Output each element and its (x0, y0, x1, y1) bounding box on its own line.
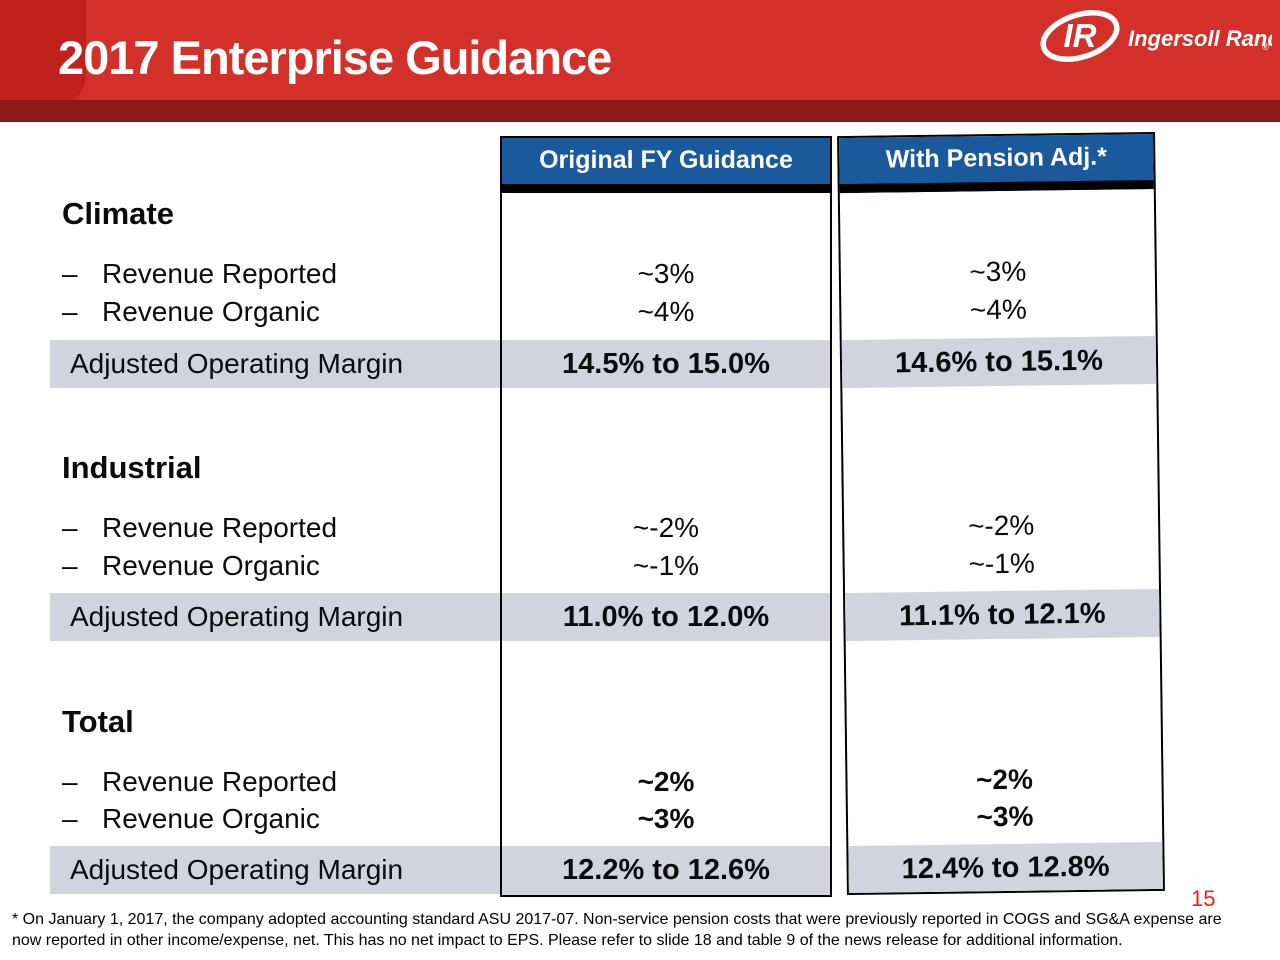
registered-mark: ® (1262, 42, 1269, 52)
value-industrial-margin-pension: 11.1% to 12.1% (898, 597, 1106, 633)
value-total-revenue-organic-pension: ~3% (976, 800, 1034, 833)
row-label-text: Revenue Reported (102, 512, 338, 543)
row-label-total-revenue-organic: – Revenue Organic (62, 801, 492, 837)
value-climate-revenue-organic-original: ~4% (637, 296, 695, 327)
row-label-industrial-revenue-organic: – Revenue Organic (62, 548, 492, 584)
column-header-pension: With Pension Adj.* (839, 133, 1154, 194)
bullet-dash: – (62, 512, 78, 543)
row-label-total-margin: Adjusted Operating Margin (50, 846, 502, 894)
value-total-revenue-reported-original: ~2% (637, 766, 695, 797)
value-industrial-margin-original: 11.0% to 12.0% (562, 601, 770, 633)
value-climate-revenue-organic-pension: ~4% (969, 293, 1027, 326)
header-bar: 2017 Enterprise Guidance IR Ingersoll Ra… (0, 0, 1280, 110)
value-industrial-revenue-organic-original: ~-1% (632, 550, 700, 581)
highlight-band (502, 340, 830, 388)
row-label-text: Revenue Reported (102, 766, 338, 797)
bullet-dash: – (62, 550, 78, 581)
ir-logo-icon: IR Ingersoll Rand ® (1040, 10, 1280, 62)
section-heading-climate: Climate (62, 196, 174, 231)
value-climate-revenue-reported-original: ~3% (637, 258, 695, 289)
section-heading-industrial: Industrial (62, 450, 202, 485)
column-with-pension-adj: With Pension Adj.* ~3% ~4% 14.6% to 15.1… (837, 131, 1165, 896)
row-label-text: Revenue Organic (102, 803, 320, 834)
accent-stripe (0, 100, 1280, 122)
row-label-text: Revenue Organic (102, 296, 320, 327)
row-label-industrial-margin: Adjusted Operating Margin (50, 593, 502, 641)
row-label-text: Revenue Reported (102, 258, 338, 289)
page-number: 15 (1191, 886, 1216, 911)
row-label-climate-revenue-reported: – Revenue Reported (62, 256, 492, 292)
section-heading-total: Total (62, 704, 134, 739)
bullet-dash: – (62, 766, 78, 797)
value-industrial-revenue-reported-pension: ~-2% (967, 509, 1035, 542)
row-label-text: Revenue Organic (102, 550, 320, 581)
value-total-margin-original: 12.2% to 12.6% (562, 854, 770, 886)
logo-wordmark: Ingersoll Rand (1128, 26, 1272, 51)
ir-emblem-text: IR (1064, 17, 1097, 54)
bullet-dash: – (62, 296, 78, 327)
footnote-line-2: now reported in other income/expense, ne… (12, 932, 1123, 949)
value-climate-margin-original: 14.5% to 15.0% (562, 348, 770, 380)
bullet-dash: – (62, 803, 78, 834)
value-industrial-revenue-reported-original: ~-2% (632, 512, 700, 543)
row-label-total-revenue-reported: – Revenue Reported (62, 764, 492, 800)
row-label-industrial-revenue-reported: – Revenue Reported (62, 510, 492, 546)
ingersoll-rand-logo: IR Ingersoll Rand ® (1032, 6, 1280, 70)
row-label-climate-margin: Adjusted Operating Margin (50, 340, 502, 388)
footnote-line-1: * On January 1, 2017, the company adopte… (12, 911, 1222, 928)
value-climate-margin-pension: 14.6% to 15.1% (894, 344, 1104, 380)
value-climate-revenue-reported-pension: ~3% (969, 255, 1027, 288)
value-total-revenue-organic-original: ~3% (637, 803, 695, 834)
row-label-climate-revenue-organic: – Revenue Organic (62, 294, 492, 330)
highlight-band (502, 846, 830, 895)
value-total-revenue-reported-pension: ~2% (975, 763, 1034, 796)
column-original-fy-guidance: Original FY Guidance ~3% ~4% 14.5% to 15… (500, 136, 832, 897)
value-total-margin-pension: 12.4% to 12.8% (901, 850, 1110, 886)
slide-title: 2017 Enterprise Guidance (58, 31, 612, 84)
value-industrial-revenue-organic-pension: ~-1% (968, 547, 1035, 580)
column-header-original: Original FY Guidance (502, 138, 830, 193)
highlight-band (502, 593, 830, 641)
header-corner-accent (0, 0, 86, 110)
bullet-dash: – (62, 258, 78, 289)
